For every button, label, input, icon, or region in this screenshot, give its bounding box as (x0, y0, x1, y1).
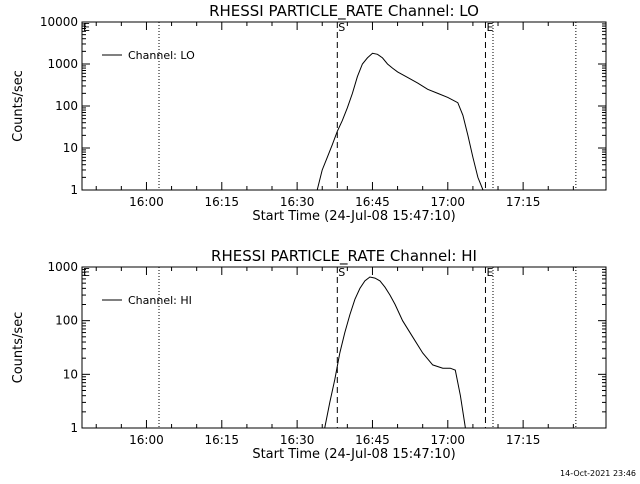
x-tick-label: 16:00 (129, 433, 164, 447)
event-marker-label: E (486, 266, 493, 279)
x-tick-label: 16:15 (204, 433, 239, 447)
y-tick-label: 100 (55, 99, 78, 113)
series-line (316, 52, 484, 191)
y-tick-label: 10000 (40, 15, 78, 29)
event-marker-label: E (83, 266, 90, 279)
chart-title: RHESSI PARTICLE_RATE Channel: HI (211, 247, 477, 266)
event-marker-label: E (486, 21, 493, 34)
x-tick-label: 17:00 (430, 433, 465, 447)
y-tick-label: 1 (70, 421, 78, 435)
x-axis-label: Start Time (24-Jul-08 15:47:10) (252, 447, 455, 462)
x-axis-label: Start Time (24-Jul-08 15:47:10) (252, 209, 455, 224)
y-tick-label: 1000 (47, 57, 78, 71)
x-tick-label: 16:15 (204, 195, 239, 209)
chart-title: RHESSI PARTICLE_RATE Channel: LO (209, 2, 479, 21)
x-tick-label: 16:00 (129, 195, 164, 209)
y-tick-label: 1 (70, 183, 78, 197)
y-axis-label: Counts/sec (11, 70, 26, 142)
chart-panel-hi: RHESSI PARTICLE_RATE Channel: HI 1 10 100 10… (11, 247, 607, 462)
x-tick-label: 16:45 (355, 195, 390, 209)
x-tick-label: 17:15 (506, 433, 541, 447)
x-tick-label: 17:00 (430, 195, 465, 209)
y-tick-label: 1000 (47, 260, 78, 274)
y-axis-label: Counts/sec (11, 312, 26, 384)
y-tick-label: 10 (63, 141, 78, 155)
event-marker-label: S (338, 21, 345, 34)
x-tick-label: 16:45 (355, 433, 390, 447)
series-line (324, 276, 466, 429)
x-tick-label: 16:30 (280, 195, 315, 209)
legend-label: Channel: LO (128, 49, 195, 62)
chart-panel-lo: RHESSI PARTICLE_RATE Channel: LO 1 10 100 10… (11, 2, 607, 224)
plot-frame (81, 266, 607, 429)
event-marker-label: E (83, 21, 90, 34)
x-tick-label: 17:15 (506, 195, 541, 209)
legend-label: Channel: HI (128, 294, 192, 307)
plot-frame (81, 21, 607, 191)
event-marker-label: S (338, 266, 345, 279)
y-tick-label: 100 (55, 314, 78, 328)
timestamp: 14-Oct-2021 23:46 (560, 469, 636, 478)
x-tick-label: 16:30 (280, 433, 315, 447)
y-tick-label: 10 (63, 367, 78, 381)
